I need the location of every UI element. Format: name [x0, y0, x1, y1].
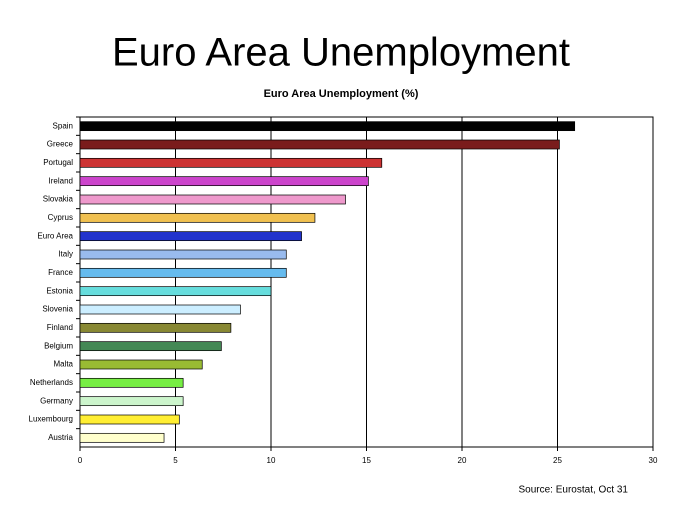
- chart-title: Euro Area Unemployment: [112, 31, 570, 75]
- y-tick-label: Belgium: [44, 341, 73, 350]
- x-tick-label: 5: [173, 456, 178, 465]
- bar: [79, 286, 272, 297]
- y-tick-label: Austria: [48, 433, 73, 442]
- y-tick-label: Germany: [40, 396, 73, 405]
- y-tick-label: Finland: [47, 323, 73, 332]
- bar: [79, 267, 287, 278]
- bar: [79, 231, 302, 242]
- y-tick-label: Luxembourg: [29, 415, 73, 424]
- bar: [79, 377, 184, 388]
- x-tick-label: 25: [553, 456, 562, 465]
- x-tick-label: 30: [649, 456, 658, 465]
- x-tick-label: 20: [458, 456, 467, 465]
- bar: [79, 396, 184, 407]
- y-tick-label: Netherlands: [30, 378, 73, 387]
- bar: [79, 359, 203, 370]
- bar: [79, 194, 346, 205]
- y-tick-label: Portugal: [43, 158, 73, 167]
- y-tick-label: Ireland: [49, 176, 73, 185]
- y-tick-label: France: [48, 268, 73, 277]
- bar: [79, 414, 180, 425]
- x-tick-label: 10: [267, 456, 276, 465]
- y-tick-label: Euro Area: [37, 231, 73, 240]
- y-tick-label: Malta: [53, 360, 73, 369]
- y-tick-label: Cyprus: [48, 213, 73, 222]
- bar: [79, 121, 576, 132]
- bar: [79, 139, 560, 150]
- bar: [79, 304, 241, 315]
- y-tick-label: Slovenia: [42, 305, 73, 314]
- x-tick-label: 0: [78, 456, 83, 465]
- y-tick-label: Italy: [58, 250, 73, 259]
- bar: [79, 322, 232, 333]
- chart-subtitle: Euro Area Unemployment (%): [264, 88, 419, 100]
- bar: [79, 176, 369, 187]
- source-note: Source: Eurostat, Oct 31: [519, 485, 629, 496]
- bar: [79, 249, 287, 260]
- y-tick-label: Slovakia: [43, 195, 74, 204]
- y-tick-label: Greece: [47, 140, 74, 149]
- bar: [79, 341, 222, 352]
- bar: [79, 157, 383, 168]
- x-tick-label: 15: [362, 456, 371, 465]
- bar: [79, 432, 165, 443]
- y-tick-label: Spain: [53, 121, 73, 130]
- bar: [79, 212, 316, 223]
- y-tick-label: Estonia: [46, 286, 73, 295]
